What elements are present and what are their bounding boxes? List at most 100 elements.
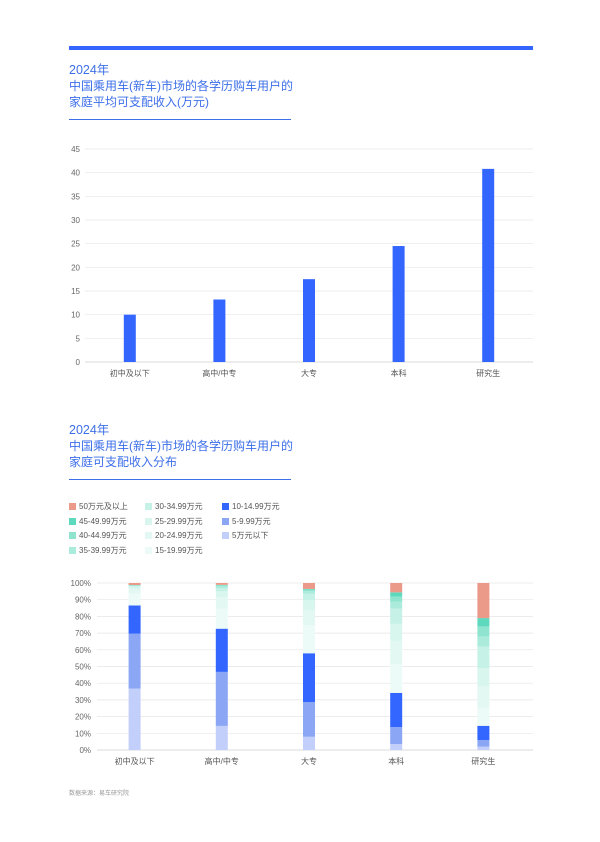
legend-item: 50万元及以上 — [69, 502, 128, 512]
y-tick-label: 10 — [71, 311, 80, 320]
segment-4-5 — [390, 640, 403, 664]
legend-swatch — [69, 532, 76, 539]
segment-4-8 — [390, 601, 403, 609]
legend-label: 20-24.99万元 — [155, 531, 203, 540]
segment-1-1 — [128, 688, 141, 750]
segment-1-3 — [128, 605, 141, 634]
legend-label: 45-49.99万元 — [79, 516, 127, 526]
legend-label: 10-14.99万元 — [232, 502, 280, 511]
x-tick-label: 本科 — [391, 368, 407, 378]
segment-3-4 — [303, 625, 315, 654]
segment-2-11 — [215, 583, 228, 585]
legend-item: 45-49.99万元 — [69, 517, 127, 527]
segment-1-7 — [128, 585, 141, 587]
chart2-title-line1: 中国乘用车(新车)市场的各学历购车用户的 — [69, 439, 293, 453]
segment-1-5 — [128, 588, 141, 594]
y-tick-label: 35 — [71, 192, 80, 201]
legend-swatch — [69, 517, 76, 525]
segment-2-1 — [215, 725, 228, 750]
y-tick-label: 80% — [75, 612, 91, 621]
segment-1-2 — [128, 633, 141, 689]
x-tick-label: 高中/中专 — [205, 756, 239, 766]
y-tick-label: 30 — [71, 216, 80, 225]
y-tick-label: 25 — [71, 240, 80, 249]
legend-item: 15-19.99万元 — [145, 546, 203, 556]
segment-5-7 — [477, 646, 490, 669]
y-tick-label: 0% — [79, 746, 91, 755]
segment-5-5 — [477, 686, 490, 709]
legend-swatch — [222, 517, 229, 525]
segment-4-1 — [390, 744, 403, 750]
segment-3-11 — [303, 583, 315, 589]
segment-5-4 — [477, 708, 490, 726]
legend-item: 5-9.99万元 — [222, 517, 271, 527]
segment-1-6 — [128, 586, 141, 589]
segment-2-3 — [215, 628, 228, 672]
y-tick-label: 90% — [75, 596, 91, 605]
y-tick-label: 20 — [71, 263, 80, 272]
segment-4-9 — [390, 596, 403, 602]
y-tick-label: 10% — [75, 729, 91, 738]
segment-5-11 — [477, 583, 490, 619]
segment-3-10 — [303, 588, 315, 590]
segment-3-6 — [303, 600, 315, 611]
segment-4-2 — [390, 726, 403, 745]
y-tick-label: 0 — [76, 358, 81, 367]
top-accent-bar — [69, 46, 533, 50]
legend-swatch — [145, 503, 152, 510]
segment-4-10 — [390, 592, 403, 597]
segment-3-9 — [303, 589, 315, 592]
legend-label: 5万元以下 — [232, 531, 269, 540]
chart1-title-underline — [69, 119, 291, 120]
x-tick-label: 初中及以下 — [110, 368, 150, 378]
x-tick-label: 大专 — [301, 756, 317, 766]
segment-1-11 — [128, 583, 141, 585]
legend-swatch — [222, 503, 229, 510]
legend-label: 5-9.99万元 — [232, 516, 271, 526]
x-tick-label: 本科 — [388, 756, 404, 766]
x-tick-label: 高中/中专 — [202, 368, 236, 378]
legend-label: 35-39.99万元 — [79, 545, 127, 555]
legend-swatch — [222, 532, 229, 539]
segment-5-3 — [477, 725, 490, 740]
legend-item: 5万元以下 — [222, 531, 268, 541]
segment-4-7 — [390, 608, 403, 624]
bar-3 — [303, 279, 315, 362]
y-tick-label: 100% — [71, 579, 91, 588]
legend-label: 30-34.99万元 — [155, 502, 203, 511]
segment-2-4 — [215, 608, 228, 629]
x-tick-label: 大专 — [301, 368, 317, 378]
x-tick-label: 研究生 — [476, 368, 500, 378]
legend-item: 30-34.99万元 — [145, 502, 203, 512]
legend-item: 10-14.99万元 — [222, 502, 280, 512]
legend-label: 15-19.99万元 — [155, 545, 203, 555]
segment-5-10 — [477, 618, 490, 627]
segment-3-1 — [303, 736, 315, 750]
chart1-title-line1: 中国乘用车(新车)市场的各学历购车用户的 — [69, 79, 293, 93]
y-tick-label: 70% — [75, 629, 91, 638]
segment-4-11 — [390, 583, 403, 593]
bar-2 — [213, 299, 226, 362]
segment-3-8 — [303, 591, 315, 594]
segment-3-3 — [303, 653, 315, 703]
segment-5-2 — [477, 739, 490, 747]
segment-4-6 — [390, 623, 403, 641]
legend-item: 25-29.99万元 — [145, 517, 203, 527]
segment-5-6 — [477, 668, 490, 687]
legend-item: 35-39.99万元 — [69, 546, 127, 556]
y-tick-label: 5 — [76, 334, 81, 343]
chart1-year: 2024年 — [69, 63, 110, 77]
avg-income-bar-chart: 0 5 10 15 20 25 30 35 40 45 初中及以下 高中/中专 大专 本科 研究生 — [71, 145, 533, 378]
segment-2-2 — [215, 671, 228, 726]
y-tick-label: 40 — [71, 169, 80, 178]
segment-2-8 — [215, 586, 228, 588]
chart1-title: 2024年 中国乘用车(新车)市场的各学历购车用户的 家庭平均可支配收入(万元) — [69, 62, 369, 110]
segment-5-8 — [477, 636, 490, 647]
segment-4-4 — [390, 663, 403, 693]
legend-item: 20-24.99万元 — [145, 531, 203, 541]
segment-3-5 — [303, 610, 315, 626]
segment-5-9 — [477, 626, 490, 637]
legend-label: 25-29.99万元 — [155, 516, 203, 526]
x-tick-label: 研究生 — [471, 756, 495, 766]
segment-4-3 — [390, 692, 403, 727]
